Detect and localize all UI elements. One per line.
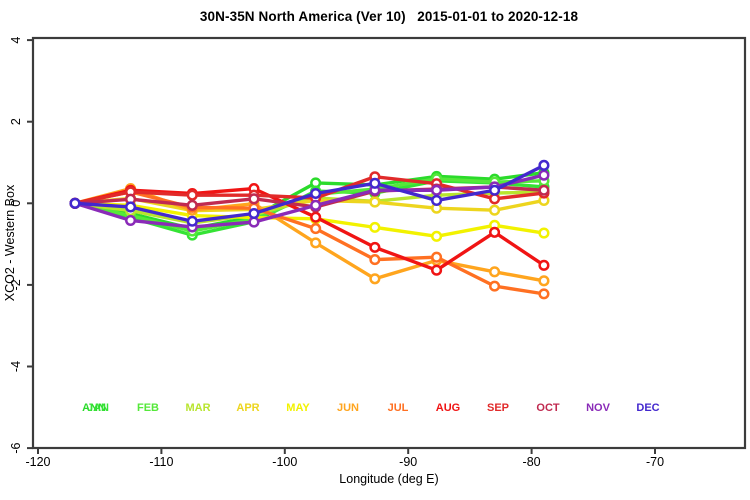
- series-point-may: [538, 227, 550, 239]
- series-point-oct: [248, 193, 260, 205]
- legend-item-jun: JUN: [336, 402, 360, 414]
- series-point-oct: [538, 184, 550, 196]
- plot-box: [31, 36, 747, 450]
- y-tick-label: -4: [9, 361, 23, 372]
- legend-item-aug: AUG: [435, 402, 461, 414]
- series-point-aug: [369, 241, 381, 253]
- x-tick-label: -110: [149, 455, 173, 469]
- x-tick-label: -80: [523, 455, 541, 469]
- series-point-aug: [538, 259, 550, 271]
- series-point-jul: [538, 288, 550, 300]
- series-point-may: [369, 221, 381, 233]
- series-point-aug: [431, 264, 443, 276]
- legend-item-oct: OCT: [536, 402, 560, 414]
- x-tick-label: -70: [646, 455, 664, 469]
- series-point-jun: [538, 275, 550, 287]
- y-tick-label: -2: [9, 279, 23, 290]
- series-point-dec: [248, 207, 260, 220]
- series-point-dec: [431, 194, 443, 206]
- legend-item-nov: NOV: [586, 402, 610, 414]
- legend-item-dec: DEC: [636, 402, 660, 414]
- series-point-apr: [369, 196, 381, 208]
- series-point-sep: [186, 189, 198, 201]
- series-point-sep: [489, 193, 501, 205]
- legend-item-jul: JUL: [387, 402, 409, 414]
- y-tick-label: 0: [9, 200, 23, 207]
- series-point-jun: [310, 237, 322, 249]
- series-point-dec: [125, 201, 137, 213]
- series-point-jul: [489, 280, 501, 292]
- legend-item-apr: APR: [236, 402, 260, 414]
- series-point-aug: [489, 226, 501, 238]
- series-point-apr: [489, 204, 501, 216]
- series-point-aug: [310, 211, 322, 223]
- legend-item-ann: ANN: [82, 402, 106, 414]
- x-tick-label: -120: [25, 455, 50, 469]
- series-point-dec: [538, 159, 550, 171]
- series-point-jun: [489, 266, 501, 278]
- series-point-oct: [186, 199, 198, 211]
- x-tick-label: -100: [272, 455, 297, 469]
- y-tick-label: -6: [9, 442, 23, 453]
- legend-item-may: MAY: [286, 402, 310, 414]
- chart-title: 30N-35N North America (Ver 10) 2015-01-0…: [199, 9, 579, 24]
- series-point-may: [431, 230, 443, 242]
- series-point-nov: [538, 169, 550, 181]
- series-point-nov: [125, 214, 137, 226]
- y-tick-label: 4: [9, 37, 23, 44]
- legend-item-jan: JAN: [86, 402, 110, 414]
- series-point-nov: [248, 216, 260, 228]
- series-point-dec: [489, 184, 501, 196]
- x-tick-label: -90: [399, 455, 417, 469]
- series-point-jul: [369, 254, 381, 266]
- series-point-nov: [310, 199, 322, 211]
- x-axis-label: Longitude (deg E): [339, 472, 439, 486]
- series-point-dec: [369, 177, 381, 189]
- y-tick-label: 2: [9, 118, 23, 125]
- series-point-dec: [310, 187, 322, 200]
- legend-item-sep: SEP: [486, 402, 510, 414]
- series-point-jul: [310, 223, 322, 235]
- legend-item-feb: FEB: [137, 402, 159, 414]
- series-point-dec: [186, 215, 198, 227]
- series-point-dec: [69, 197, 81, 209]
- series-point-jun: [369, 273, 381, 285]
- legend-item-mar: MAR: [185, 402, 211, 414]
- series-point-jul: [431, 251, 443, 263]
- series-point-nov: [431, 184, 443, 196]
